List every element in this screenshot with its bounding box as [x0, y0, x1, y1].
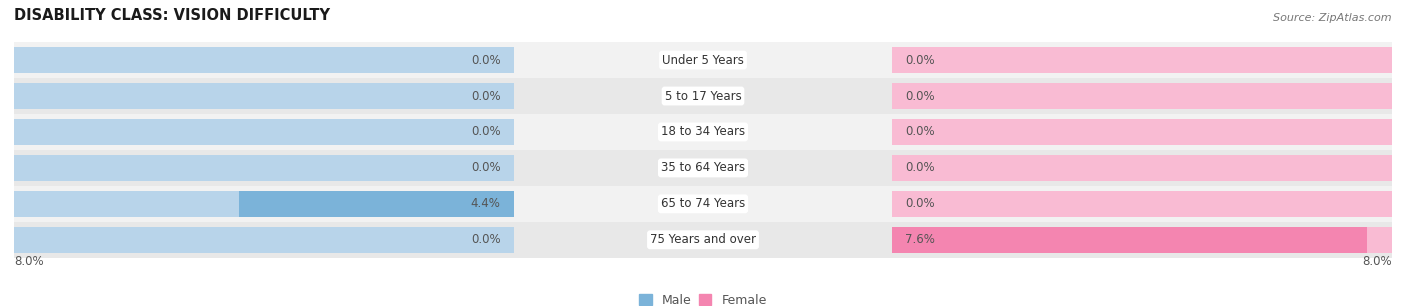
Bar [14, 222, 1392, 258]
Text: 0.0%: 0.0% [905, 197, 935, 210]
Bar [893, 47, 1392, 73]
Bar [14, 78, 1392, 114]
Bar [14, 119, 513, 145]
Text: 0.0%: 0.0% [471, 233, 501, 246]
Text: 0.0%: 0.0% [905, 90, 935, 103]
Text: 0.0%: 0.0% [471, 125, 501, 139]
Text: 0.0%: 0.0% [471, 161, 501, 174]
Text: 0.0%: 0.0% [471, 54, 501, 67]
Bar [14, 191, 513, 217]
Text: 75 Years and over: 75 Years and over [650, 233, 756, 246]
Text: 8.0%: 8.0% [14, 255, 44, 268]
Bar [893, 227, 1367, 253]
Bar [893, 155, 1392, 181]
Bar [14, 227, 513, 253]
Text: 0.0%: 0.0% [905, 54, 935, 67]
Text: Under 5 Years: Under 5 Years [662, 54, 744, 67]
Bar [14, 42, 1392, 78]
Bar [14, 150, 1392, 186]
Bar [14, 155, 513, 181]
Text: 35 to 64 Years: 35 to 64 Years [661, 161, 745, 174]
Text: 0.0%: 0.0% [471, 90, 501, 103]
Text: DISABILITY CLASS: VISION DIFFICULTY: DISABILITY CLASS: VISION DIFFICULTY [14, 8, 330, 23]
Text: 0.0%: 0.0% [905, 161, 935, 174]
Text: 7.6%: 7.6% [905, 233, 935, 246]
Bar [239, 191, 513, 217]
Bar [14, 47, 513, 73]
Bar [893, 227, 1392, 253]
Text: 8.0%: 8.0% [1362, 255, 1392, 268]
Bar [893, 119, 1392, 145]
Legend: Male, Female: Male, Female [640, 294, 766, 306]
Text: 18 to 34 Years: 18 to 34 Years [661, 125, 745, 139]
Bar [14, 83, 513, 109]
Bar [893, 83, 1392, 109]
Text: 4.4%: 4.4% [471, 197, 501, 210]
Bar [893, 191, 1392, 217]
Text: 65 to 74 Years: 65 to 74 Years [661, 197, 745, 210]
Text: 0.0%: 0.0% [905, 125, 935, 139]
Text: 5 to 17 Years: 5 to 17 Years [665, 90, 741, 103]
Bar [14, 186, 1392, 222]
Text: Source: ZipAtlas.com: Source: ZipAtlas.com [1274, 13, 1392, 23]
Bar [14, 114, 1392, 150]
